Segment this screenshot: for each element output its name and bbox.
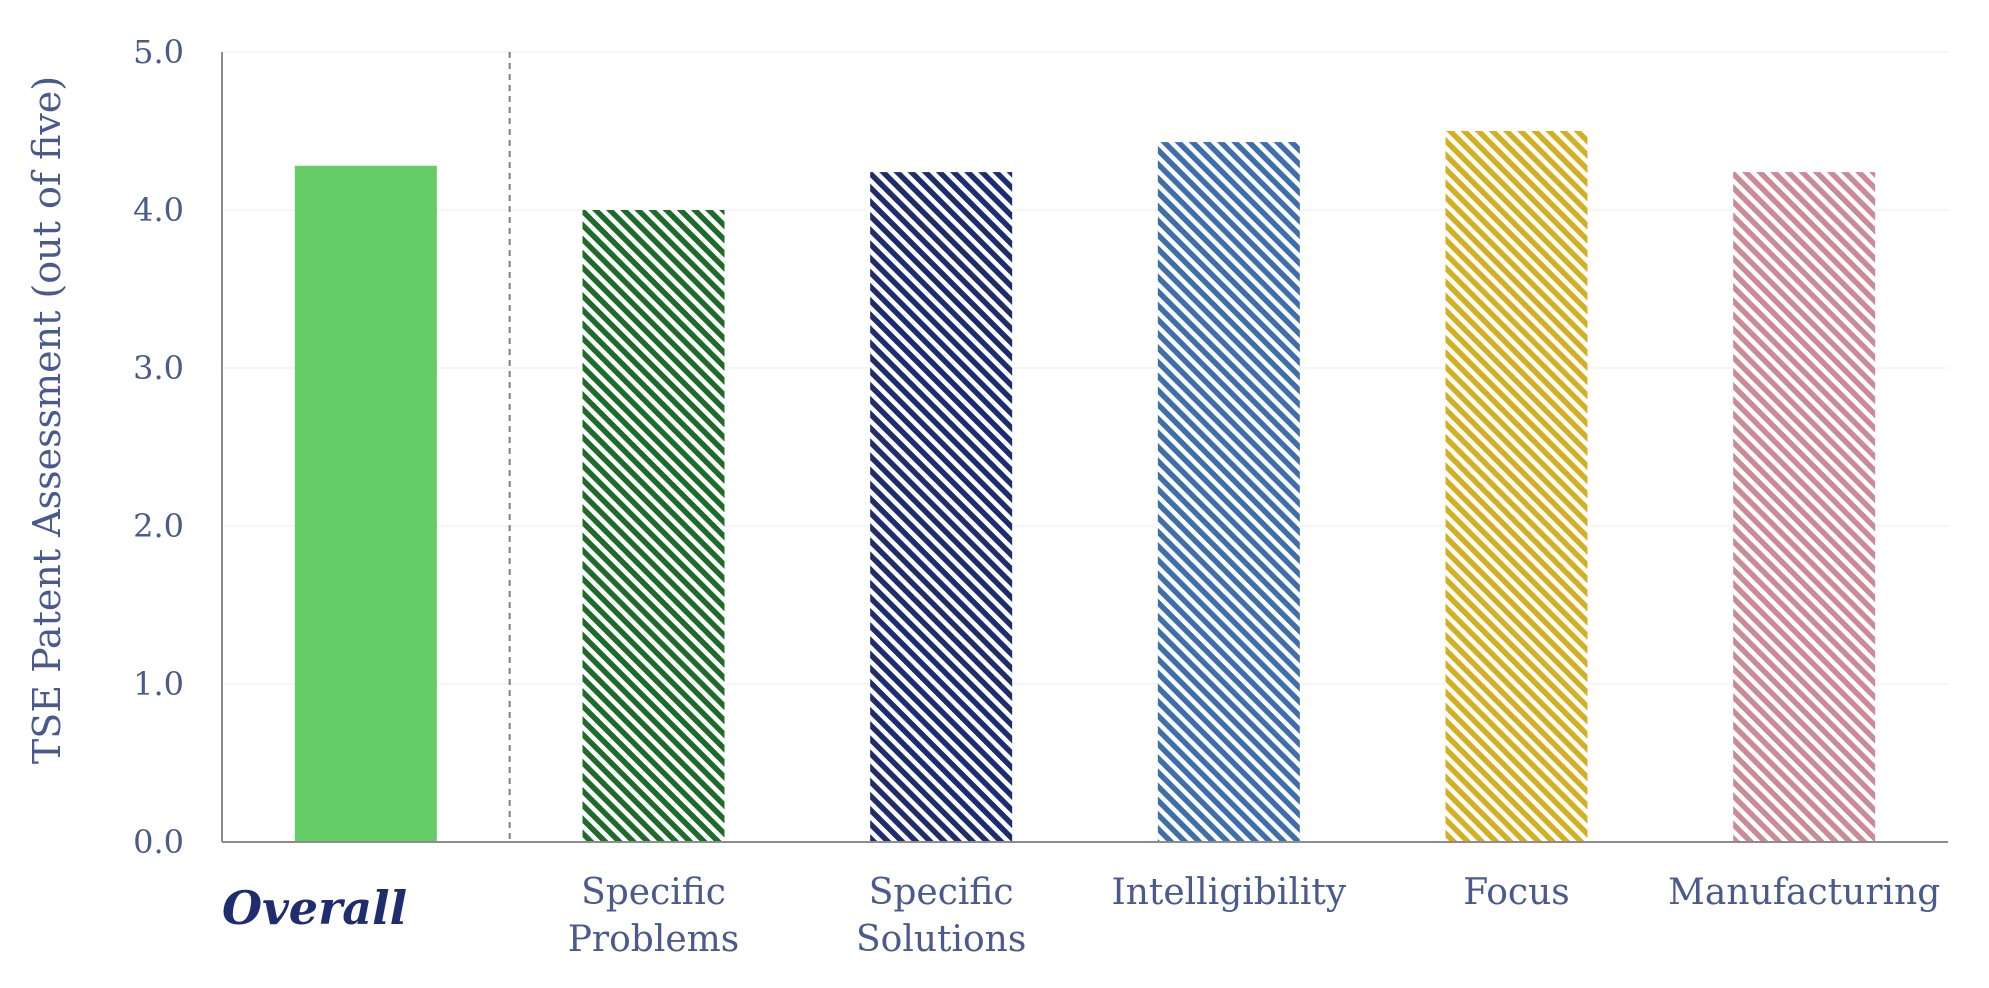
- bar-intelligibility: [1157, 142, 1300, 842]
- category-label: Intelligibility: [1111, 872, 1346, 913]
- y-tick-label: 2.0: [133, 507, 184, 545]
- category-label: Manufacturing: [1668, 872, 1940, 913]
- axes: [221, 52, 1948, 843]
- bar-manufacturing: [1733, 172, 1876, 842]
- category-label-overall: Overall: [222, 881, 407, 935]
- bars: [294, 131, 1876, 842]
- category-label: Specific: [869, 872, 1014, 913]
- y-axis-title: TSE Patent Assessment (out of five): [25, 76, 69, 764]
- bar-focus: [1445, 131, 1588, 842]
- category-label: Focus: [1463, 872, 1570, 913]
- category-label: Problems: [568, 919, 740, 960]
- category-label: Solutions: [856, 919, 1026, 960]
- gridlines: [222, 51, 1948, 685]
- y-tick-label: 5.0: [133, 33, 184, 71]
- category-label: Specific: [581, 872, 726, 913]
- y-tick-label: 4.0: [133, 191, 184, 229]
- bar-overall: [294, 165, 437, 842]
- category-labels: Overall Specific Problems Specific Solutions…: [222, 872, 1940, 960]
- bar-specific-problems: [582, 210, 725, 842]
- y-tick-label: 3.0: [133, 349, 184, 387]
- y-tick-label: 0.0: [133, 823, 184, 861]
- y-tick-labels: 0.0 1.0 2.0 3.0 4.0 5.0: [133, 33, 184, 861]
- y-tick-label: 1.0: [133, 665, 184, 703]
- bar-specific-solutions: [870, 172, 1013, 842]
